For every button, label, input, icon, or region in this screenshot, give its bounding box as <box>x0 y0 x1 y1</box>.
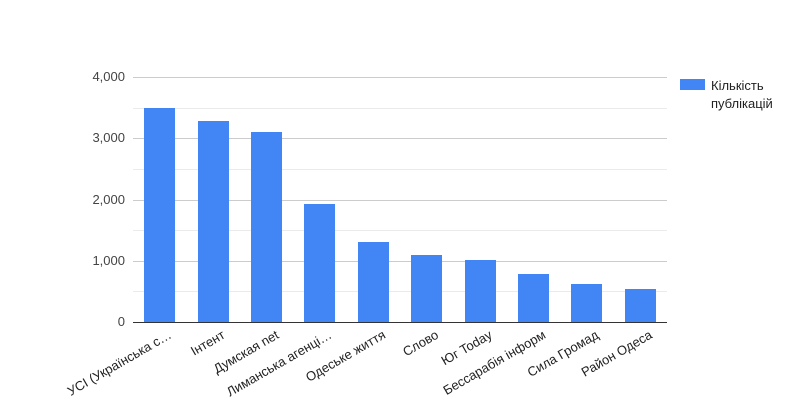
bar-4[interactable] <box>304 203 336 322</box>
legend-series-label: Кількість публікацій <box>711 78 773 111</box>
y-tick-label: 2,000 <box>92 191 125 207</box>
bar-10[interactable] <box>624 288 656 322</box>
minor-gridline <box>133 168 667 170</box>
x-axis-baseline <box>133 322 667 323</box>
bar-2[interactable] <box>197 121 229 322</box>
x-category-label: УСІ (Українська с… <box>65 327 175 399</box>
y-tick-label: 4,000 <box>92 69 125 84</box>
x-category-label: Слово <box>400 327 442 360</box>
bar-3[interactable] <box>251 132 282 322</box>
minor-gridline <box>133 230 667 232</box>
y-tick-label: 1,000 <box>92 252 125 268</box>
bar-8[interactable] <box>518 274 549 322</box>
bar-6[interactable] <box>411 255 443 322</box>
bar-1[interactable] <box>144 108 176 322</box>
bar-7[interactable] <box>464 259 496 322</box>
minor-gridline <box>133 107 667 109</box>
major-gridline <box>133 199 667 201</box>
legend-swatch-icon <box>680 79 705 90</box>
minor-gridline <box>133 291 667 293</box>
bar-9[interactable] <box>571 284 603 322</box>
x-category-label: Інтент <box>188 327 228 359</box>
major-gridline <box>133 77 667 78</box>
major-gridline <box>133 138 667 140</box>
y-tick-label: 0 <box>117 314 125 329</box>
legend: Кількість публікацій <box>680 77 785 113</box>
y-tick-label: 3,000 <box>92 130 125 146</box>
major-gridline <box>133 260 667 262</box>
bar-5[interactable] <box>357 241 389 322</box>
